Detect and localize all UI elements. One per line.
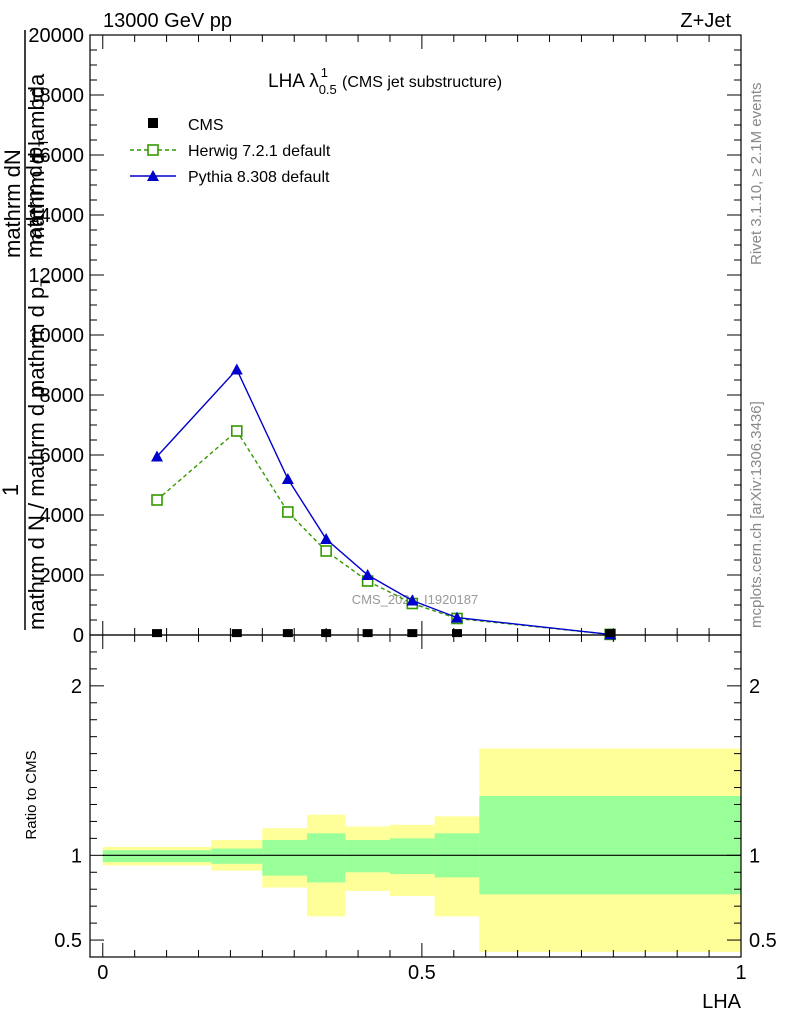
pythia-point <box>361 569 374 580</box>
x-tick-label: 1 <box>735 962 746 984</box>
ylabel-overlap-4: mathrm d lambda <box>24 73 49 245</box>
main-y-tick-label: 4000 <box>40 505 85 527</box>
ratio-y-tick-label: 1 <box>71 845 82 867</box>
ratio-y-tick-label-right: 0.5 <box>749 930 777 952</box>
mcplots-label: mcplots.cern.ch [arXiv:1306.3436] <box>748 401 765 628</box>
ratio-band-1sigma <box>345 840 390 873</box>
series-herwig <box>151 425 616 641</box>
herwig-point <box>230 425 243 437</box>
ylabel-overlap-2-sub: T <box>35 138 51 147</box>
legend-marker-herwig <box>147 144 159 156</box>
pythia-point <box>230 363 243 375</box>
legend-label-cms: CMS <box>188 117 224 134</box>
main-y-tick-label: 12000 <box>28 265 84 287</box>
herwig-point <box>151 494 163 506</box>
cms-point <box>362 629 373 638</box>
ylabel-overlap-3: mathrm d pT <box>24 278 53 398</box>
plot-title-main: LHA λ <box>268 71 319 92</box>
main-y-tick-label: 2000 <box>40 565 85 587</box>
ylabel-numerator: 1 <box>0 484 23 496</box>
series-cms <box>152 629 616 638</box>
ratio-y-tick-label: 0.5 <box>54 930 82 952</box>
herwig-point <box>320 545 332 557</box>
plot-title-suffix: (CMS jet substructure) <box>342 74 502 91</box>
header-right: Z+Jet <box>680 10 731 32</box>
ratio-band-1sigma <box>389 838 435 874</box>
cms-point <box>605 629 616 638</box>
main-y-tick-label: 10000 <box>28 325 84 347</box>
cms-point <box>231 629 242 638</box>
x-tick-label: 0 <box>97 962 108 984</box>
plot-title-sub: 0.5 <box>319 82 337 97</box>
ylabel-overlap-1: mathrm dN <box>0 149 25 258</box>
cms-point <box>282 629 293 638</box>
ratio-y-axis-label: Ratio to CMS <box>23 750 40 839</box>
plot-title-sup: 1 <box>321 65 328 80</box>
herwig-point <box>282 506 294 518</box>
ratio-band-1sigma <box>262 840 307 876</box>
rivet-label: Rivet 3.1.10, ≥ 2.1M events <box>748 83 765 266</box>
pythia-point <box>281 473 294 484</box>
legend-label-herwig: Herwig 7.2.1 default <box>188 143 331 160</box>
main-y-axis-label: 1 mathrm d N / mathrm d p mathrm dN math… <box>0 30 53 630</box>
herwig-line <box>156 429 611 636</box>
cms-point <box>407 629 418 638</box>
pythia-point <box>406 594 419 606</box>
ratio-band-1sigma <box>211 848 263 864</box>
ratio-y-tick-label-right: 2 <box>749 676 760 698</box>
ylabel-overlap-3-main: mathrm d p <box>24 287 49 398</box>
legend-marker-cms <box>148 118 158 128</box>
main-y-tick-label: 20000 <box>28 25 84 47</box>
ratio-y-tick-label-right: 1 <box>749 845 760 867</box>
main-y-tick-labels: 0 2000 4000 6000 8000 10000 12000 14000 16000 180… <box>28 25 84 647</box>
ylabel-overlap-2: mathrm d pT <box>22 138 51 258</box>
ylabel-overlap-2-main: mathrm d p <box>22 147 47 258</box>
x-axis-label: LHA <box>702 991 742 1013</box>
main-y-tick-label: 8000 <box>40 385 85 407</box>
cms-point <box>451 629 462 638</box>
pythia-point <box>320 533 333 544</box>
main-axis-ticks <box>90 34 742 636</box>
ylabel-overlap-3-sub: T <box>37 278 53 287</box>
ratio-band-1sigma <box>479 796 741 895</box>
ratio-tick-labels: 0.5 0.51 12 20 0.5 1 <box>54 676 777 984</box>
main-y-tick-label: 14000 <box>28 205 84 227</box>
ratio-frame-box <box>89 634 742 958</box>
pythia-point <box>151 450 164 462</box>
pythia-point <box>450 611 463 623</box>
cms-point <box>152 629 163 638</box>
main-y-tick-label: 6000 <box>40 445 85 467</box>
legend: CMS Herwig 7.2.1 default Pythia 8.308 de… <box>130 117 331 186</box>
x-tick-label: 0.5 <box>408 962 436 984</box>
ratio-plot-frame <box>89 634 742 958</box>
header-left: 13000 GeV pp <box>103 10 232 32</box>
main-y-tick-label: 16000 <box>28 145 84 167</box>
ratio-band-1sigma <box>307 833 346 883</box>
ylabel-denominator: mathrm d N / mathrm d p <box>24 385 49 630</box>
ratio-axis-ticks <box>90 635 742 957</box>
pythia-line <box>156 368 611 636</box>
ratio-y-tick-label: 2 <box>71 676 82 698</box>
legend-label-pythia: Pythia 8.308 default <box>188 169 330 186</box>
cms-point <box>321 629 332 638</box>
ratio-band-1sigma <box>102 850 212 863</box>
legend-marker-pythia <box>147 170 159 181</box>
main-y-tick-label: 0 <box>73 625 84 647</box>
main-y-tick-label: 18000 <box>28 85 84 107</box>
plot-title: LHA λ0.5 1 (CMS jet substructure) <box>268 65 502 97</box>
ratio-uncertainty-bands <box>102 748 741 952</box>
